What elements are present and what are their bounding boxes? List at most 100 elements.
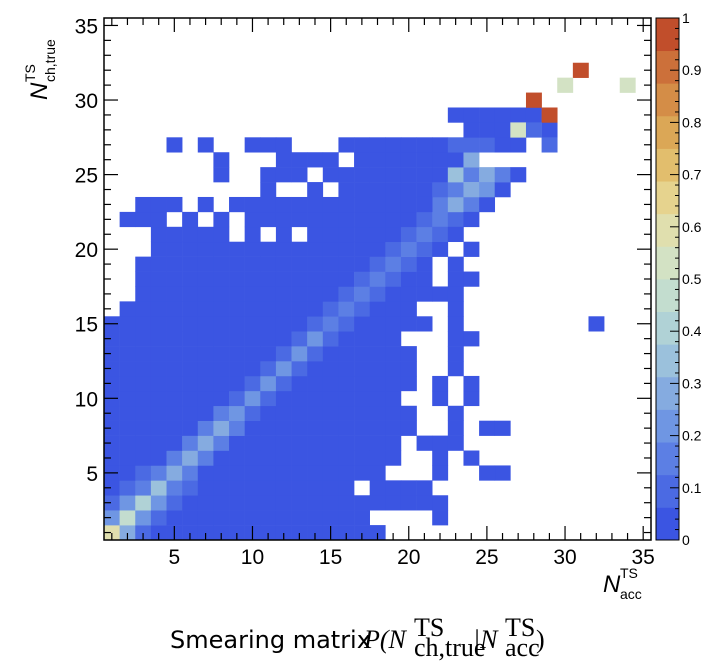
heatmap-cell <box>213 405 230 421</box>
heatmap-cell <box>322 405 339 421</box>
heatmap-cell <box>135 346 152 362</box>
heatmap-cell <box>400 226 417 243</box>
heatmap-cell <box>369 271 386 287</box>
heatmap-cell <box>494 420 511 436</box>
heatmap-cell <box>338 316 355 332</box>
x-axis-title: N TS acc <box>603 565 642 602</box>
caption-formula-close: ) <box>536 625 545 654</box>
heatmap-cell <box>150 196 167 213</box>
heatmap-cell <box>166 226 183 243</box>
heatmap-cell <box>213 152 230 168</box>
heatmap-cell <box>135 510 152 526</box>
heatmap-cell <box>150 241 167 257</box>
heatmap-cell <box>447 346 464 362</box>
heatmap-cell <box>135 361 152 377</box>
heatmap-cell <box>150 390 167 407</box>
x-tick-label: 15 <box>319 546 342 569</box>
heatmap-cell <box>244 241 261 257</box>
heatmap-cell <box>213 211 230 228</box>
heatmap-cell <box>213 480 230 496</box>
heatmap-cell <box>447 256 464 272</box>
heatmap-cell <box>307 480 324 496</box>
heatmap-cell <box>369 375 386 392</box>
heatmap-cell <box>229 450 245 466</box>
heatmap-cell <box>229 390 245 407</box>
y-tick-label: 15 <box>75 314 98 337</box>
heatmap-cell <box>291 152 308 168</box>
heatmap-cell <box>244 256 261 272</box>
heatmap-cell <box>213 390 230 407</box>
heatmap-cell <box>479 122 496 138</box>
y-tick-label: 35 <box>75 15 98 38</box>
heatmap-cell <box>135 211 152 228</box>
heatmap-cell <box>322 211 339 228</box>
heatmap-cell <box>182 286 199 302</box>
heatmap-cell <box>307 346 324 362</box>
heatmap-cell <box>385 241 402 257</box>
heatmap-cell <box>416 435 433 451</box>
colorbar-tick-label: 0.9 <box>682 62 702 78</box>
colorbar-swatch <box>656 148 679 182</box>
heatmap-cell <box>322 226 339 243</box>
heatmap-cell <box>119 301 136 317</box>
heatmap-cell <box>338 495 355 511</box>
heatmap-cell <box>479 107 496 123</box>
heatmap-cell <box>400 137 417 153</box>
heatmap-cell <box>400 316 417 332</box>
heatmap-cell <box>338 390 355 407</box>
heatmap-cell <box>104 525 120 541</box>
heatmap-cell <box>244 405 261 421</box>
heatmap-cell <box>432 510 449 526</box>
heatmap-cell <box>135 331 152 347</box>
heatmap-cell <box>307 510 324 526</box>
heatmap-cell <box>307 211 324 228</box>
heatmap-cell <box>135 450 152 466</box>
heatmap-cell <box>307 152 324 168</box>
heatmap-cell <box>229 196 245 213</box>
heatmap-cell <box>119 450 136 466</box>
heatmap-cell <box>432 375 449 392</box>
heatmap-cell <box>275 450 292 466</box>
heatmap-cell <box>307 390 324 407</box>
heatmap-cell <box>182 435 199 451</box>
heatmap-cell <box>354 182 370 198</box>
heatmap-cell <box>338 137 355 153</box>
heatmap-cell <box>385 435 402 451</box>
heatmap-cell <box>275 286 292 302</box>
heatmap-cell <box>244 390 261 407</box>
heatmap-cell <box>307 420 324 436</box>
heatmap-cell <box>369 286 386 302</box>
heatmap-cell <box>307 196 324 213</box>
heatmap-cell <box>182 241 199 257</box>
heatmap-cell <box>447 286 464 302</box>
heatmap-cell <box>385 405 402 421</box>
heatmap-cell <box>385 152 402 168</box>
heatmap-cell <box>463 167 480 183</box>
heatmap-cell <box>354 316 370 332</box>
heatmap-cell <box>416 316 433 332</box>
heatmap-cell <box>260 301 277 317</box>
heatmap-cell <box>416 271 433 287</box>
heatmap-cell <box>369 361 386 377</box>
heatmap-cell <box>338 301 355 317</box>
heatmap-cell <box>588 316 605 332</box>
heatmap-cell <box>291 435 308 451</box>
heatmap-cell <box>541 137 558 153</box>
heatmap-cell <box>166 510 183 526</box>
colorbar: 0 0.1 0.2 0.3 0.4 0.5 0.6 0.7 0.8 0.9 1 <box>655 10 702 548</box>
heatmap-cell <box>213 316 230 332</box>
heatmap-cell <box>369 256 386 272</box>
heatmap-cell <box>197 435 214 451</box>
heatmap-cell <box>354 271 370 287</box>
heatmap-cell <box>354 375 370 392</box>
heatmap-cell <box>229 420 245 436</box>
heatmap-cell <box>213 241 230 257</box>
heatmap-cell <box>354 196 370 213</box>
heatmap-cell <box>197 346 214 362</box>
heatmap-cell <box>275 167 292 183</box>
heatmap-cell <box>291 375 308 392</box>
heatmap-cell <box>338 525 355 541</box>
heatmap-cell <box>275 361 292 377</box>
heatmap-cell <box>385 167 402 183</box>
heatmap-cell <box>385 480 402 496</box>
